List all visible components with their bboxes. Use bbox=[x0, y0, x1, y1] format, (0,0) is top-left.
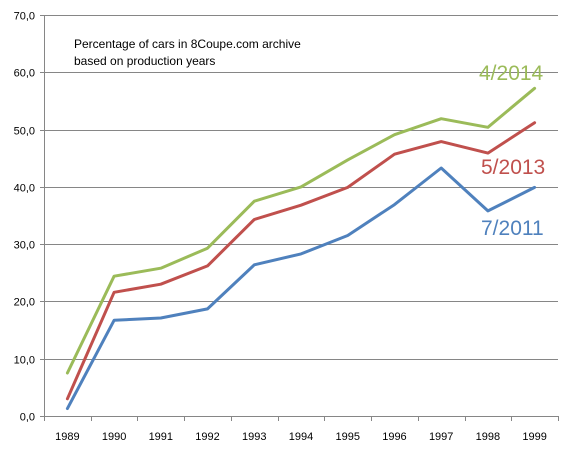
chart-note-line-1: Percentage of cars in 8Coupe.com archive bbox=[74, 37, 301, 51]
y-tick-label: 40,0 bbox=[14, 183, 35, 195]
x-tick-label: 1990 bbox=[102, 431, 126, 443]
series-label-4-2014: 4/2014 bbox=[479, 62, 544, 85]
y-tick-label: 0,0 bbox=[20, 412, 35, 424]
axes bbox=[40, 15, 559, 421]
series-line-7-2011 bbox=[65, 166, 537, 411]
x-tick-label: 1996 bbox=[382, 431, 406, 443]
x-tick-label: 1999 bbox=[522, 431, 546, 443]
y-tick-label: 70,0 bbox=[14, 11, 35, 23]
gridlines bbox=[44, 15, 558, 360]
y-tick-label: 30,0 bbox=[14, 240, 35, 252]
x-tick-label: 1997 bbox=[429, 431, 453, 443]
y-axis-tick-labels: 0,0 10,0 20,0 30,0 40,0 50,0 60,0 70,0 bbox=[14, 11, 35, 424]
y-tick-label: 50,0 bbox=[14, 126, 35, 138]
chart-note-line-2: based on production years bbox=[74, 54, 215, 68]
y-tick-label: 20,0 bbox=[14, 297, 35, 309]
x-axis-tick-labels: 1989 1990 1991 1992 1993 1994 1995 1996 1997 1998… bbox=[55, 431, 547, 443]
series-lines bbox=[65, 86, 537, 411]
series-label-5-2013: 5/2013 bbox=[481, 156, 545, 179]
y-tick-label: 10,0 bbox=[14, 355, 35, 367]
x-tick-label: 1992 bbox=[195, 431, 219, 443]
series-labels: 4/2014 5/2013 7/2011 bbox=[479, 62, 545, 240]
y-tick-label: 60,0 bbox=[14, 68, 35, 80]
series-line-4-2014 bbox=[65, 86, 537, 375]
x-tick-label: 1995 bbox=[335, 431, 359, 443]
x-tick-label: 1994 bbox=[289, 431, 313, 443]
series-line-5-2013 bbox=[65, 121, 537, 401]
x-tick-label: 1993 bbox=[242, 431, 266, 443]
series-label-7-2011: 7/2011 bbox=[481, 217, 544, 240]
x-tick-label: 1998 bbox=[476, 431, 500, 443]
x-tick-label: 1989 bbox=[55, 431, 79, 443]
x-tick-label: 1991 bbox=[149, 431, 173, 443]
